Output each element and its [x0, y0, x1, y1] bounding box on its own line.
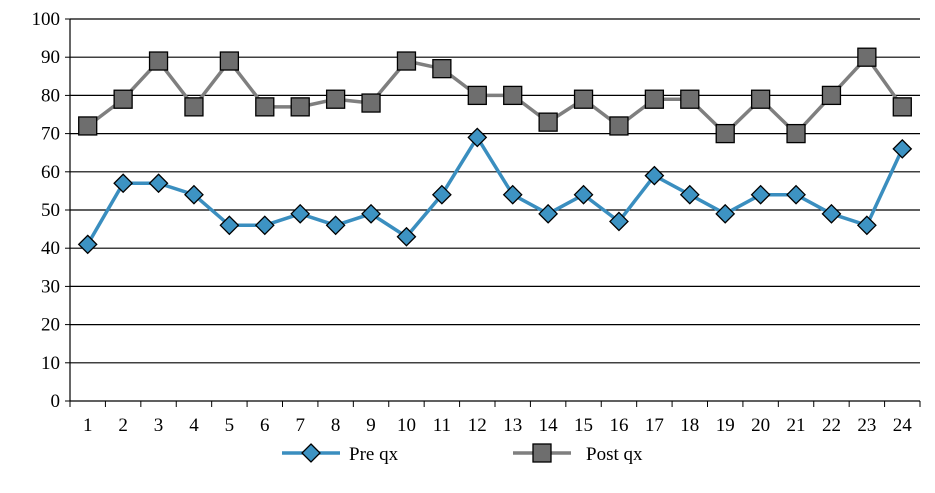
- data-point: [77, 234, 98, 255]
- x-tick-label: 11: [433, 415, 451, 436]
- x-tick-label: 23: [857, 415, 876, 436]
- legend-label: Pre qx: [349, 444, 399, 465]
- legend-marker: [301, 443, 321, 463]
- data-point: [715, 203, 736, 224]
- data-point: [609, 211, 629, 232]
- gridlines: [70, 18, 920, 364]
- y-tick-label: 60: [41, 162, 60, 183]
- data-point: [503, 85, 523, 106]
- series-pre-qx: [77, 127, 913, 255]
- data-point: [396, 226, 417, 247]
- data-point: [857, 47, 877, 67]
- y-tick-label: 100: [32, 9, 61, 30]
- x-tick-label: 12: [468, 415, 487, 436]
- data-point: [538, 112, 558, 132]
- series-post-qx: [78, 47, 912, 144]
- x-tick-label: 19: [716, 415, 735, 436]
- x-tick-label: 17: [645, 415, 664, 436]
- legend-label: Post qx: [586, 444, 643, 465]
- legend-item: Pre qx: [282, 443, 399, 465]
- data-point: [538, 203, 559, 224]
- data-point: [290, 97, 310, 117]
- x-tick-label: 1: [83, 415, 93, 436]
- data-point: [680, 89, 700, 109]
- y-tick-label: 10: [41, 353, 60, 374]
- legend-item: Post qx: [513, 443, 643, 465]
- data-point: [609, 116, 629, 136]
- data-point: [750, 89, 771, 109]
- data-point: [467, 127, 488, 148]
- data-point: [78, 116, 98, 136]
- legend-marker: [532, 443, 552, 463]
- data-point: [148, 51, 169, 71]
- data-point: [255, 97, 275, 117]
- y-tick-label: 90: [41, 47, 60, 68]
- data-point: [113, 89, 133, 109]
- data-point: [396, 51, 417, 71]
- data-point: [679, 184, 700, 205]
- data-point: [786, 123, 806, 144]
- data-point: [821, 203, 842, 224]
- x-tick-label: 14: [539, 415, 559, 436]
- data-point: [325, 215, 346, 236]
- x-tick-label: 2: [118, 415, 128, 436]
- x-tick-label: 6: [260, 415, 270, 436]
- data-point: [361, 93, 381, 113]
- y-tick-label: 30: [41, 276, 60, 297]
- x-tick-label: 16: [609, 415, 628, 436]
- x-tick-label: 21: [787, 415, 806, 436]
- data-point: [821, 85, 842, 106]
- x-tick-label: 24: [893, 415, 913, 436]
- x-tick-label: 13: [503, 415, 522, 436]
- x-tick-label: 3: [154, 415, 164, 436]
- data-point: [219, 215, 240, 236]
- x-tick-label: 10: [397, 415, 416, 436]
- y-tick-label: 20: [41, 315, 60, 336]
- data-point: [786, 184, 806, 205]
- x-tick-label: 18: [680, 415, 699, 436]
- data-point: [856, 215, 877, 236]
- y-tick-label: 70: [41, 124, 60, 145]
- x-tick-label: 5: [225, 415, 235, 436]
- data-point: [254, 215, 275, 236]
- data-point: [325, 89, 346, 109]
- data-point: [431, 184, 452, 205]
- y-tick-label: 80: [41, 85, 60, 106]
- legend: Pre qx Post qx: [282, 443, 643, 465]
- data-point: [892, 97, 912, 117]
- y-tick-label: 0: [51, 391, 61, 412]
- data-point: [113, 173, 134, 194]
- data-point: [219, 51, 240, 71]
- data-point: [715, 123, 735, 144]
- data-point: [502, 184, 523, 205]
- data-point: [184, 97, 204, 117]
- data-point: [148, 173, 169, 194]
- x-tick-label: 22: [822, 415, 841, 436]
- series-layer: [77, 47, 913, 255]
- series-line: [86, 135, 904, 246]
- y-tick-label: 40: [41, 238, 60, 259]
- data-point: [467, 85, 487, 106]
- data-point: [290, 203, 311, 224]
- x-tick-label: 9: [366, 415, 376, 436]
- data-point: [573, 184, 594, 205]
- x-tick-label: 7: [295, 415, 305, 436]
- data-point: [644, 165, 665, 186]
- data-point: [573, 89, 594, 109]
- data-point: [432, 59, 452, 79]
- data-point: [184, 184, 204, 205]
- x-tick-label: 8: [331, 415, 341, 436]
- data-point: [644, 89, 665, 109]
- data-point: [750, 184, 771, 205]
- x-tick-label: 4: [189, 415, 199, 436]
- x-tick-label: 15: [574, 415, 593, 436]
- data-point: [892, 138, 913, 159]
- y-tick-label: 50: [41, 200, 60, 221]
- data-point: [361, 203, 381, 224]
- x-tick-label: 20: [751, 415, 770, 436]
